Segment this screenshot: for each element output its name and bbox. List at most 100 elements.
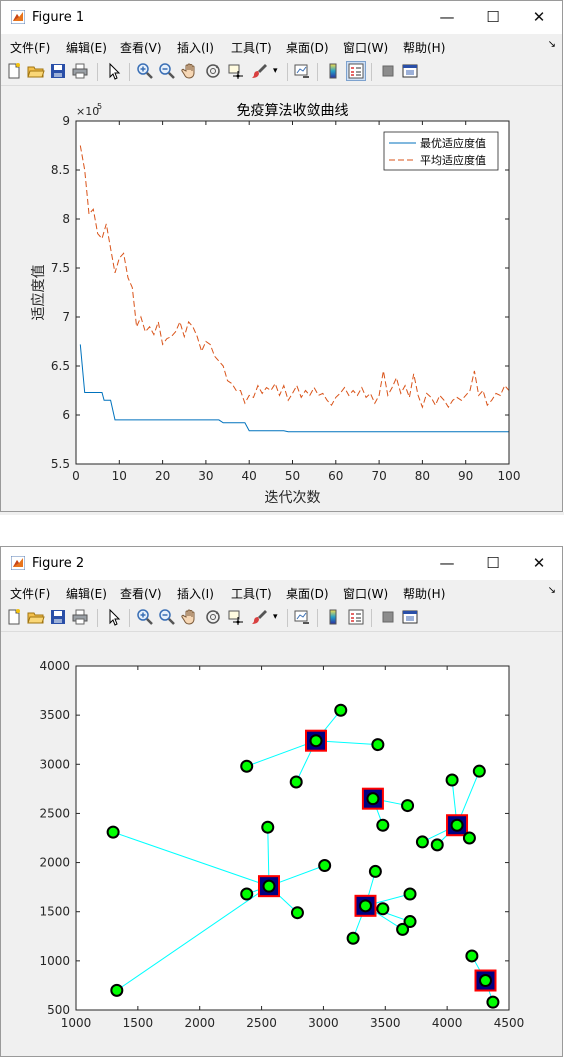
y-tick-label: 7 bbox=[62, 310, 70, 324]
menu-tools[interactable]: 工具(T) bbox=[231, 587, 272, 601]
print-icon[interactable] bbox=[71, 608, 89, 626]
hide-plot-tools-icon[interactable] bbox=[379, 62, 397, 80]
close-button[interactable]: ✕ bbox=[532, 554, 546, 572]
toolbar-separator bbox=[129, 63, 130, 81]
data-cursor-icon[interactable] bbox=[227, 62, 245, 80]
x-tick-label: 30 bbox=[198, 469, 213, 483]
colorbar-icon[interactable] bbox=[324, 608, 342, 626]
zoom-in-icon[interactable] bbox=[136, 608, 154, 626]
colorbar-icon[interactable] bbox=[324, 62, 342, 80]
data-point bbox=[289, 775, 303, 789]
menu-dock-arrow-icon[interactable]: ↘ bbox=[547, 39, 556, 50]
new-figure-icon[interactable] bbox=[5, 62, 23, 80]
cluster-center-point bbox=[366, 792, 380, 806]
y-tick-label: 4000 bbox=[39, 659, 70, 673]
figure-2-window: Figure 2 — ☐ ✕ 文件(F) 编辑(E) 查看(V) 插入(I) 工… bbox=[0, 546, 563, 1057]
menu-file[interactable]: 文件(F) bbox=[10, 41, 51, 55]
maximize-button[interactable]: ☐ bbox=[486, 8, 500, 26]
pointer-icon[interactable] bbox=[105, 608, 123, 626]
y-axis-label: 适应度值 bbox=[30, 265, 47, 321]
menu-insert[interactable]: 插入(I) bbox=[177, 41, 214, 55]
maximize-button[interactable]: ☐ bbox=[486, 554, 500, 572]
link-plot-icon[interactable] bbox=[293, 62, 311, 80]
zoom-in-icon[interactable] bbox=[136, 62, 154, 80]
show-plot-tools-icon[interactable] bbox=[401, 62, 419, 80]
cluster-link-line bbox=[116, 885, 270, 991]
convergence-chart: 0 10 20 30 40 50 60 70 80 90 100 5.5 6 6.5 7 7.5 8 8.5 9 ×1… bbox=[30, 102, 520, 506]
x-tick-label: 20 bbox=[155, 469, 170, 483]
data-point bbox=[465, 949, 479, 963]
brush-icon[interactable] bbox=[251, 608, 269, 626]
menu-desktop[interactable]: 桌面(D) bbox=[286, 41, 329, 55]
save-icon[interactable] bbox=[49, 608, 67, 626]
data-point bbox=[445, 773, 459, 787]
toolbar-separator bbox=[287, 63, 288, 81]
pan-hand-icon[interactable] bbox=[181, 62, 199, 80]
menu-tools[interactable]: 工具(T) bbox=[231, 41, 272, 55]
toolbar-separator bbox=[371, 63, 372, 81]
brush-icon[interactable] bbox=[251, 62, 269, 80]
open-file-icon[interactable] bbox=[27, 62, 45, 80]
menu-bar: 文件(F) 编辑(E) 查看(V) 插入(I) 工具(T) 桌面(D) 窗口(W… bbox=[1, 580, 562, 605]
menu-desktop[interactable]: 桌面(D) bbox=[286, 587, 329, 601]
data-point bbox=[368, 864, 382, 878]
toolbar-separator bbox=[287, 609, 288, 627]
data-point bbox=[403, 915, 417, 929]
window-title: Figure 2 bbox=[32, 556, 85, 571]
y-tick-label: 6.5 bbox=[51, 359, 70, 373]
window-title: Figure 1 bbox=[32, 10, 85, 25]
show-plot-tools-icon[interactable] bbox=[401, 608, 419, 626]
brush-dropdown-icon[interactable]: ▾ bbox=[273, 612, 278, 622]
menu-dock-arrow-icon[interactable]: ↘ bbox=[547, 585, 556, 596]
matlab-icon bbox=[11, 556, 25, 570]
y-tick-label: 6 bbox=[62, 408, 70, 422]
pointer-icon[interactable] bbox=[105, 62, 123, 80]
hide-plot-tools-icon[interactable] bbox=[379, 608, 397, 626]
data-point bbox=[346, 931, 360, 945]
legend-box bbox=[383, 131, 499, 171]
print-icon[interactable] bbox=[71, 62, 89, 80]
y-tick-label: 1500 bbox=[39, 905, 70, 919]
legend-icon[interactable] bbox=[346, 61, 366, 81]
y-tick-label: 8.5 bbox=[51, 163, 70, 177]
link-plot-icon[interactable] bbox=[293, 608, 311, 626]
y-tick-label: 2000 bbox=[39, 856, 70, 870]
open-file-icon[interactable] bbox=[27, 608, 45, 626]
menu-window[interactable]: 窗口(W) bbox=[343, 41, 389, 55]
minimize-button[interactable]: — bbox=[439, 8, 455, 26]
data-cursor-icon[interactable] bbox=[227, 608, 245, 626]
cluster-scatter-chart: 1000 1500 2000 2500 3000 3500 4000 450050010001… bbox=[39, 659, 524, 1030]
menu-view[interactable]: 查看(V) bbox=[120, 41, 162, 55]
x-tick-label: 2500 bbox=[246, 1016, 277, 1030]
x-tick-label: 90 bbox=[458, 469, 473, 483]
rotate-3d-icon[interactable] bbox=[204, 608, 222, 626]
toolbar-separator bbox=[129, 609, 130, 627]
menu-view[interactable]: 查看(V) bbox=[120, 587, 162, 601]
close-button[interactable]: ✕ bbox=[532, 8, 546, 26]
legend-label-average: 平均适应度值 bbox=[420, 153, 486, 167]
menu-file[interactable]: 文件(F) bbox=[10, 587, 51, 601]
zoom-out-icon[interactable] bbox=[158, 62, 176, 80]
menu-edit[interactable]: 编辑(E) bbox=[66, 587, 107, 601]
legend-icon[interactable] bbox=[347, 608, 365, 626]
new-figure-icon[interactable] bbox=[5, 608, 23, 626]
brush-dropdown-icon[interactable]: ▾ bbox=[273, 66, 278, 76]
save-icon[interactable] bbox=[49, 62, 67, 80]
data-point bbox=[290, 906, 304, 920]
x-axis-label: 迭代次数 bbox=[265, 490, 321, 506]
minimize-button[interactable]: — bbox=[439, 554, 455, 572]
x-tick-label: 40 bbox=[242, 469, 257, 483]
data-point bbox=[486, 995, 500, 1009]
rotate-3d-icon[interactable] bbox=[204, 62, 222, 80]
menu-insert[interactable]: 插入(I) bbox=[177, 587, 214, 601]
pan-hand-icon[interactable] bbox=[181, 608, 199, 626]
x-tick-label: 10 bbox=[112, 469, 127, 483]
menu-edit[interactable]: 编辑(E) bbox=[66, 41, 107, 55]
zoom-out-icon[interactable] bbox=[158, 608, 176, 626]
toolbar-separator bbox=[371, 609, 372, 627]
menu-help[interactable]: 帮助(H) bbox=[403, 41, 446, 55]
menu-help[interactable]: 帮助(H) bbox=[403, 587, 446, 601]
cluster-center-point bbox=[309, 734, 323, 748]
x-tick-label: 1500 bbox=[123, 1016, 154, 1030]
menu-window[interactable]: 窗口(W) bbox=[343, 587, 389, 601]
